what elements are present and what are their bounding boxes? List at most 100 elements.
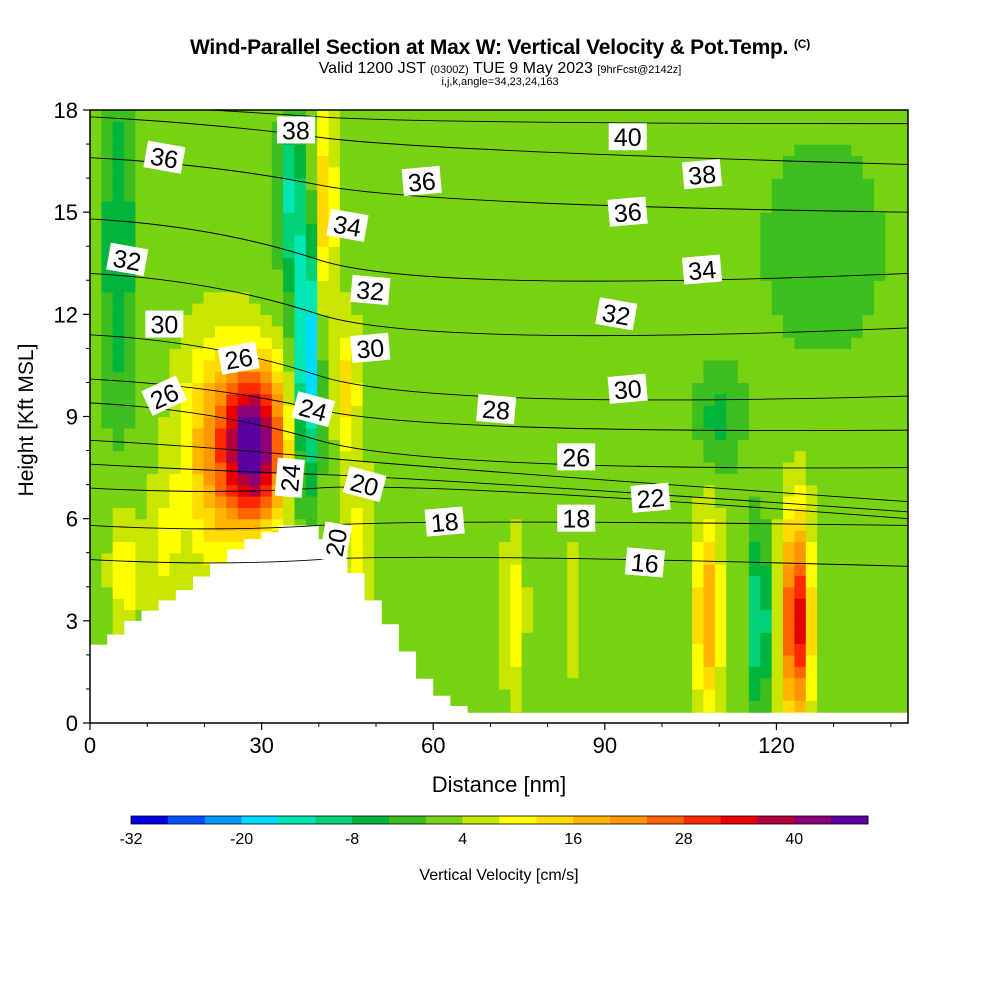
velocity-cell: [760, 314, 773, 327]
velocity-cell: [396, 268, 409, 281]
theta-contour-line: [90, 116, 908, 165]
velocity-cell: [249, 223, 262, 236]
velocity-cell: [419, 359, 432, 372]
velocity-cell: [101, 314, 114, 327]
velocity-cell: [612, 405, 625, 418]
velocity-cell: [828, 496, 841, 508]
velocity-cell: [453, 189, 466, 202]
velocity-cell: [873, 598, 886, 611]
velocity-cell: [226, 427, 239, 440]
velocity-cell: [158, 110, 171, 122]
velocity-cell: [601, 461, 614, 474]
velocity-cell: [771, 280, 784, 293]
velocity-cell: [726, 643, 739, 656]
velocity-cell: [135, 518, 148, 531]
velocity-cell: [385, 405, 398, 418]
velocity-cell: [817, 541, 830, 554]
velocity-cell: [442, 541, 455, 554]
velocity-cell: [169, 405, 182, 418]
velocity-cell: [624, 246, 636, 259]
velocity-cell: [771, 598, 784, 611]
velocity-cell: [726, 132, 739, 145]
velocity-cell: [885, 688, 898, 701]
velocity-cell: [249, 291, 262, 304]
velocity-cell: [408, 291, 421, 304]
velocity-cell: [737, 223, 750, 236]
velocity-cell: [828, 348, 841, 361]
velocity-cell: [589, 666, 602, 679]
velocity-cell: [794, 416, 807, 429]
velocity-cell: [760, 303, 773, 315]
velocity-cell: [305, 223, 318, 236]
velocity-cell: [578, 325, 591, 338]
velocity-cell: [135, 564, 148, 577]
velocity-cell: [521, 620, 534, 633]
velocity-cell: [396, 484, 409, 497]
velocity-cell: [646, 632, 659, 645]
velocity-cell: [612, 609, 625, 622]
velocity-cell: [476, 314, 489, 327]
velocity-cell: [385, 303, 398, 315]
velocity-cell: [567, 393, 580, 406]
velocity-cell: [760, 507, 773, 520]
velocity-cell: [101, 405, 114, 418]
velocity-cell: [464, 586, 477, 599]
velocity-cell: [567, 200, 580, 213]
velocity-cell: [862, 496, 875, 508]
velocity-cell: [783, 189, 795, 202]
velocity-cell: [396, 609, 409, 622]
velocity-cell: [817, 371, 830, 384]
velocity-cell: [158, 246, 171, 259]
velocity-cell: [430, 144, 443, 157]
velocity-cell: [464, 654, 477, 667]
velocity-cell: [510, 632, 523, 645]
velocity-cell: [737, 212, 750, 225]
velocity-cell: [692, 609, 705, 622]
velocity-cell: [714, 473, 727, 486]
velocity-cell: [362, 586, 375, 599]
velocity-cell: [601, 110, 614, 122]
velocity-cell: [862, 552, 875, 565]
velocity-cell: [851, 552, 864, 565]
velocity-cell: [260, 303, 273, 315]
x-tick-label: 120: [758, 733, 795, 758]
velocity-cell: [203, 155, 216, 168]
velocity-cell: [885, 155, 898, 168]
velocity-cell: [260, 325, 273, 338]
velocity-cell: [112, 359, 125, 372]
velocity-cell: [555, 246, 568, 259]
velocity-cell: [839, 178, 852, 191]
velocity-cell: [578, 200, 591, 213]
velocity-cell: [658, 700, 671, 713]
velocity-cell: [680, 654, 693, 667]
velocity-cell: [339, 132, 352, 145]
velocity-cell: [237, 427, 250, 440]
velocity-cell: [794, 268, 807, 281]
velocity-cell: [544, 155, 557, 168]
velocity-cell: [180, 575, 193, 588]
velocity-cell: [499, 541, 511, 554]
velocity-cell: [510, 303, 523, 315]
velocity-cell: [555, 314, 568, 327]
velocity-cell: [692, 110, 705, 122]
velocity-cell: [215, 280, 227, 293]
velocity-cell: [533, 155, 546, 168]
velocity-cell: [737, 337, 750, 349]
velocity-cell: [487, 359, 500, 372]
velocity-cell: [101, 393, 114, 406]
velocity-cell: [612, 178, 625, 191]
velocity-cell: [158, 257, 171, 270]
velocity-cell: [430, 303, 443, 315]
velocity-cell: [408, 575, 421, 588]
velocity-cell: [169, 484, 182, 497]
velocity-cell: [476, 291, 489, 304]
velocity-cell: [146, 450, 159, 463]
velocity-cell: [237, 382, 250, 395]
velocity-cell: [748, 507, 761, 520]
velocity-cell: [760, 337, 773, 349]
velocity-cell: [783, 371, 795, 384]
velocity-cell: [692, 632, 705, 645]
velocity-cell: [101, 507, 114, 520]
velocity-cell: [476, 178, 489, 191]
velocity-cell: [112, 586, 125, 599]
